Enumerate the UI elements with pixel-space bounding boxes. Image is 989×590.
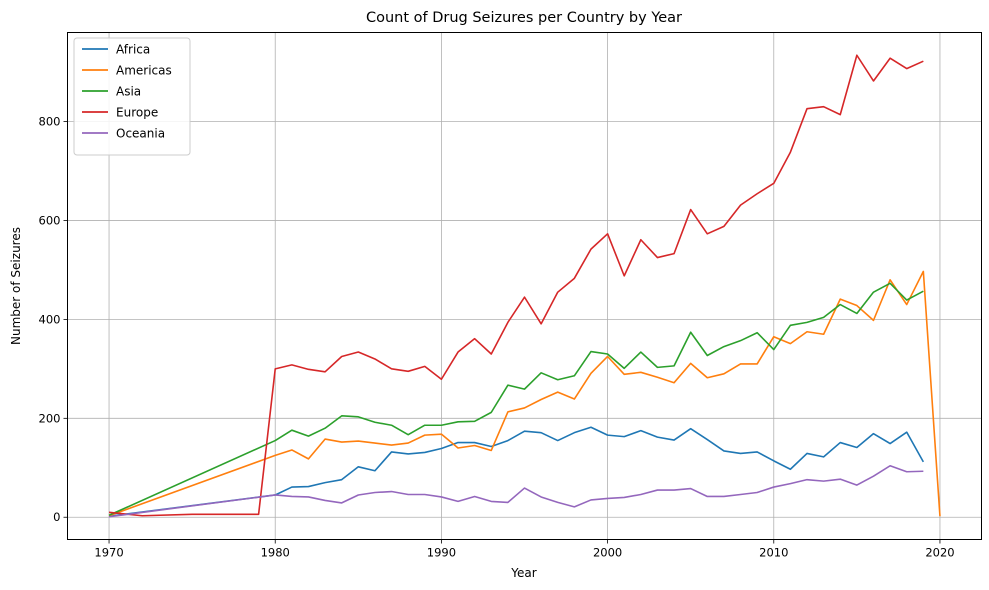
x-tick-label: 2000 xyxy=(593,546,622,560)
grid-lines xyxy=(67,32,982,540)
x-tick-label: 1990 xyxy=(427,546,456,560)
legend-label-africa: Africa xyxy=(116,43,150,57)
y-axis-label: Number of Seizures xyxy=(9,227,23,345)
chart-title: Count of Drug Seizures per Country by Ye… xyxy=(366,10,682,26)
y-tick-label: 400 xyxy=(39,312,61,326)
legend: Africa Americas Asia Europe Oceania xyxy=(73,37,191,156)
legend-label-americas: Americas xyxy=(116,64,172,78)
legend-box xyxy=(73,37,191,156)
x-tick-label: 1980 xyxy=(261,546,290,560)
plot-frame xyxy=(67,32,982,540)
series-line-asia xyxy=(108,282,924,516)
legend-label-oceania: Oceania xyxy=(116,127,165,141)
y-tick-label: 200 xyxy=(39,411,61,425)
y-tick-label: 800 xyxy=(39,115,61,129)
y-tick-label: 0 xyxy=(53,510,60,524)
x-tick-label: 1970 xyxy=(94,546,123,560)
x-tick-label: 2010 xyxy=(759,546,788,560)
y-tick-label: 600 xyxy=(39,213,61,227)
x-axis-label: Year xyxy=(510,566,536,580)
series-line-oceania xyxy=(108,465,924,518)
series-line-europe xyxy=(108,54,924,517)
series-line-africa xyxy=(108,426,925,518)
series-line-americas xyxy=(108,270,941,517)
series-lines xyxy=(108,54,941,518)
x-axis-ticks: 1970 1980 1990 2000 2010 2020 xyxy=(94,539,955,560)
x-tick-label: 2020 xyxy=(925,546,954,560)
legend-label-asia: Asia xyxy=(116,85,141,99)
legend-label-europe: Europe xyxy=(116,106,158,120)
y-axis-ticks: 0 200 400 600 800 xyxy=(39,115,68,524)
